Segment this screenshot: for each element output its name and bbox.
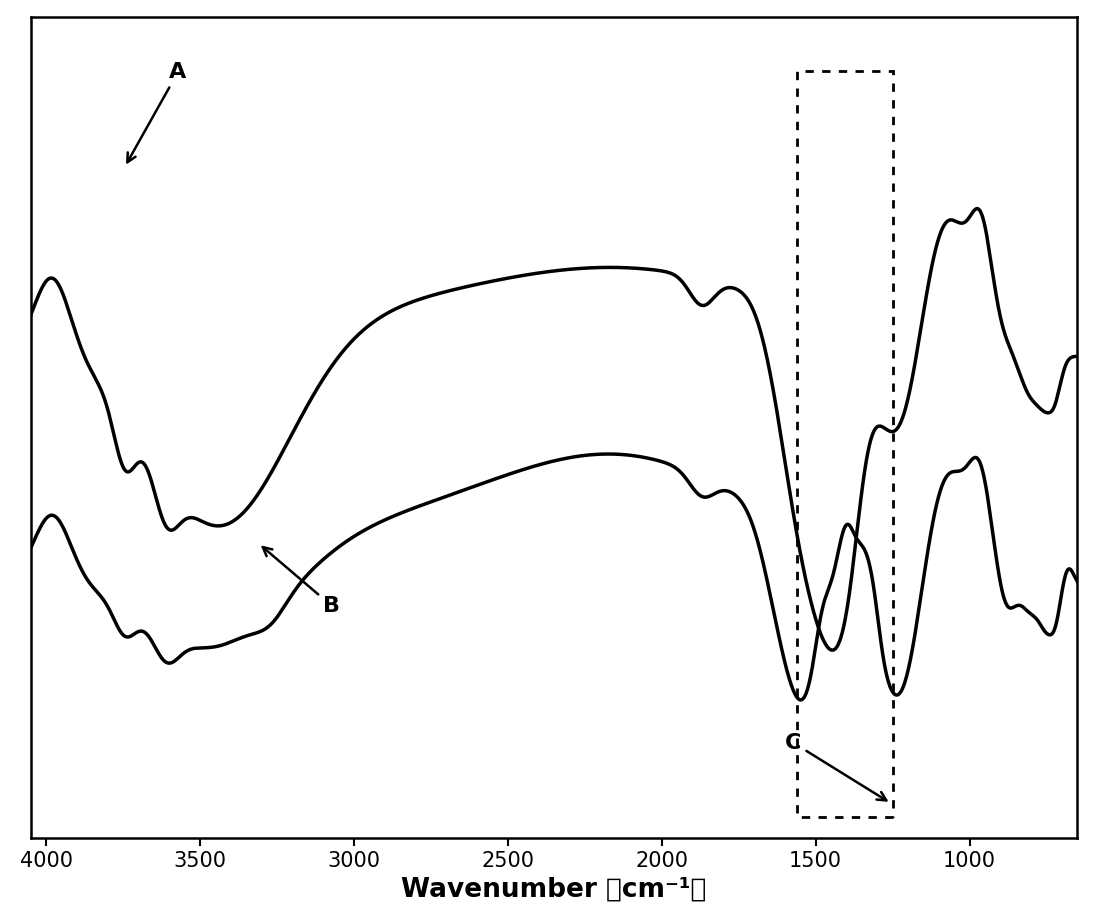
X-axis label: Wavenumber （cm⁻¹）: Wavenumber （cm⁻¹） <box>401 877 707 902</box>
Bar <box>798 72 893 817</box>
Text: C: C <box>784 732 886 800</box>
Text: A: A <box>127 62 186 163</box>
Text: B: B <box>263 547 340 616</box>
